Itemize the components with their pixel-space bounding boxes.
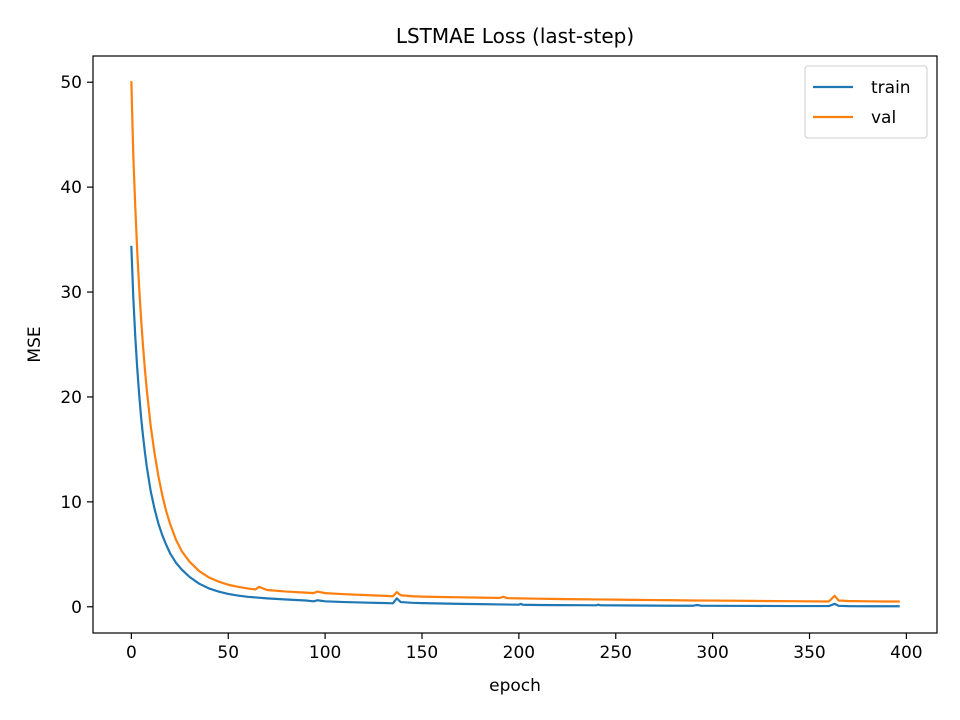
axes-frame [92,55,938,634]
series-line-val [130,81,900,603]
y-axis-ticks: 0 10 20 30 40 50 [60,73,93,618]
chart-title: LSTMAE Loss (last-step) [396,24,634,48]
x-tick-label: 0 [126,643,137,663]
y-tick-label: 30 [60,283,82,303]
x-tick-label: 250 [600,643,632,663]
plot-area [92,55,938,634]
x-tick-label: 300 [696,643,728,663]
series-layer [130,81,900,608]
y-axis-label: MSE [25,326,45,362]
x-axis-label: epoch [489,676,541,696]
series-line-train [130,245,900,608]
legend: train val [804,65,928,139]
legend-label-val: val [871,108,896,128]
x-tick-label: 200 [503,643,535,663]
x-tick-label: 50 [217,643,239,663]
x-tick-label: 350 [793,643,825,663]
x-tick-label: 150 [406,643,438,663]
y-tick-label: 50 [60,73,82,93]
legend-label-train: train [871,78,911,98]
y-tick-label: 10 [60,493,82,513]
y-tick-label: 0 [71,598,82,618]
y-tick-label: 40 [60,178,82,198]
legend-box [804,65,928,139]
x-tick-label: 100 [309,643,341,663]
x-tick-label: 400 [890,643,922,663]
y-tick-label: 20 [60,388,82,408]
x-axis-ticks: 0 50 100 150 200 250 300 350 400 [126,633,923,663]
